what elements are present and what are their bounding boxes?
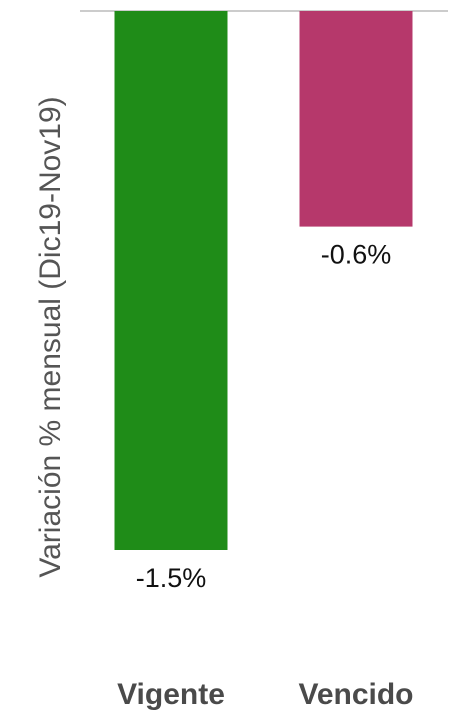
category-label-vigente: Vigente bbox=[117, 678, 225, 711]
category-label-vencido: Vencido bbox=[298, 678, 413, 711]
value-label-vigente: -1.5% bbox=[136, 563, 207, 593]
y-axis-label: Variación % mensual (Dic19-Nov19) bbox=[34, 96, 67, 577]
value-labels-group: -1.5% -0.6% bbox=[136, 240, 392, 593]
value-label-vencido: -0.6% bbox=[321, 240, 392, 270]
bars-group bbox=[114, 11, 413, 550]
category-labels-group: Vigente Vencido bbox=[117, 678, 413, 711]
bar-vencido bbox=[299, 11, 413, 227]
bar-vigente bbox=[114, 11, 228, 550]
